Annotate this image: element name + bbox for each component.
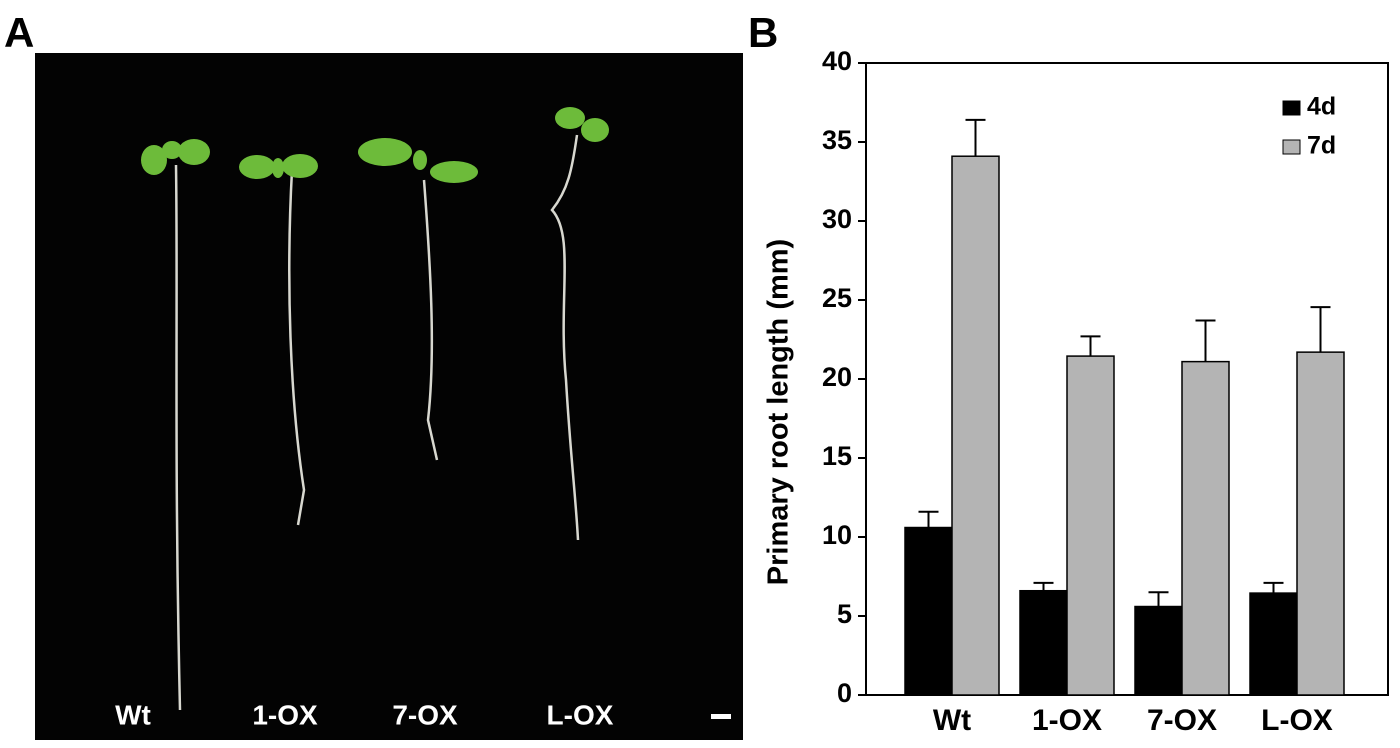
bar bbox=[1249, 592, 1298, 696]
photo-label: Wt bbox=[115, 699, 151, 730]
legend-label: 4d bbox=[1307, 93, 1336, 121]
photo-label: 1-OX bbox=[252, 699, 318, 730]
x-tick-label: Wt bbox=[933, 704, 971, 737]
y-tick-label: 0 bbox=[837, 678, 852, 708]
legend-label: 7d bbox=[1307, 132, 1336, 160]
bar bbox=[904, 526, 953, 696]
x-tick-label: L-OX bbox=[1261, 704, 1333, 737]
bar bbox=[1019, 589, 1068, 696]
photo-label: 7-OX bbox=[392, 699, 458, 730]
y-tick-label: 25 bbox=[822, 283, 852, 313]
y-tick-label: 40 bbox=[822, 46, 852, 76]
x-tick-label: 1-OX bbox=[1032, 704, 1102, 737]
y-axis-label: Primary root length (mm) bbox=[763, 239, 795, 585]
scale-bar bbox=[711, 714, 731, 719]
y-tick-label: 15 bbox=[822, 441, 852, 471]
x-tick-label: 7-OX bbox=[1147, 704, 1217, 737]
y-tick-label: 5 bbox=[837, 599, 852, 629]
bar bbox=[1066, 355, 1115, 696]
photo-label: L-OX bbox=[547, 699, 614, 730]
bar bbox=[1134, 605, 1183, 696]
panel-letter: A bbox=[4, 9, 34, 56]
bar bbox=[1296, 351, 1345, 696]
legend-swatch bbox=[1282, 139, 1301, 155]
y-tick-label: 35 bbox=[822, 125, 852, 155]
y-tick-label: 20 bbox=[822, 362, 852, 392]
panel-letter: B bbox=[748, 9, 778, 56]
bar bbox=[951, 155, 1000, 696]
y-tick-label: 10 bbox=[822, 520, 852, 550]
seedlings bbox=[174, 134, 580, 711]
leaves bbox=[141, 107, 609, 183]
bar bbox=[1181, 360, 1230, 696]
y-tick-label: 30 bbox=[822, 204, 852, 234]
legend-swatch bbox=[1282, 100, 1301, 116]
